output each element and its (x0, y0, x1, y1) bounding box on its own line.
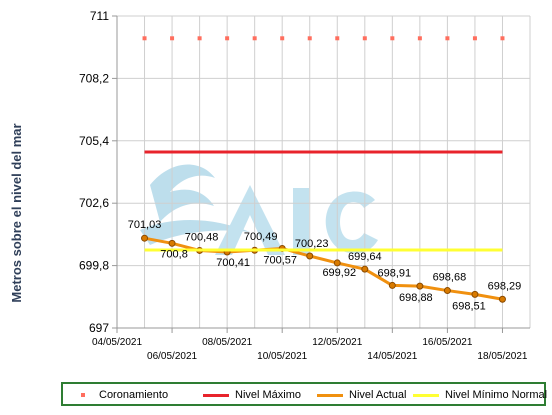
axes: 697 699,8 702,6 705,4 708,2 711 04/05/2021 06/0… (79, 9, 530, 362)
coronamiento-dot (307, 36, 312, 41)
nivel-actual-point (416, 282, 424, 290)
nivel-actual-data-label: 700,48 (185, 231, 219, 243)
coronamiento-dot (417, 36, 422, 41)
y-tick-label: 705,4 (79, 134, 109, 148)
nivel-actual-data-label: 700,41 (216, 257, 250, 269)
nivel-actual-point (168, 239, 176, 247)
y-tick-label: 711 (90, 9, 109, 23)
legend-item-nivel-minimo: Nivel Mínimo Normal (413, 388, 547, 402)
nivel-actual-point (443, 287, 451, 295)
coronamiento-dot (362, 36, 367, 41)
chart-canvas: 697 699,8 702,6 705,4 708,2 711 04/05/2021 06/0… (79, 9, 531, 362)
nivel-actual-data-label: 700,49 (244, 231, 278, 243)
nivel-actual-data-label: 698,88 (399, 292, 433, 304)
x-tick-label: 14/05/2021 (367, 351, 417, 362)
x-tick-label: 16/05/2021 (422, 337, 472, 348)
coronamiento-dot (280, 36, 285, 41)
y-axis-title: Metros sobre el nivel del mar (9, 123, 24, 302)
y-tick-label: 697 (89, 321, 109, 335)
nivel-actual-point (306, 252, 314, 260)
y-tick-label: 708,2 (79, 71, 109, 85)
legend-swatch-dotted-icon (81, 393, 85, 397)
nivel-actual-data-label: 698,68 (433, 272, 467, 284)
coronamiento-dot (445, 36, 450, 41)
coronamiento-dot (500, 36, 505, 41)
nivel-actual-data-label: 701,03 (128, 219, 162, 231)
coronamiento-dot (170, 36, 175, 41)
coronamiento-dot (335, 36, 340, 41)
legend-label-coronamiento: Coronamiento (99, 389, 169, 401)
legend-label-nivel-maximo: Nivel Máximo (235, 389, 302, 401)
x-tick-label: 10/05/2021 (257, 351, 307, 362)
x-tick-label: 04/05/2021 (92, 337, 142, 348)
nivel-actual-data-label: 699,92 (322, 267, 356, 279)
coronamiento-dot (390, 36, 395, 41)
nivel-actual-point (361, 265, 369, 273)
coronamiento-dot (252, 36, 257, 41)
series-layer (141, 36, 506, 303)
nivel-actual-data-label: 698,51 (452, 300, 486, 312)
legend-label-nivel-minimo: Nivel Mínimo Normal (445, 389, 548, 401)
legend-swatch-red-line-icon (203, 393, 229, 397)
x-tick-label: 06/05/2021 (147, 351, 197, 362)
x-tick-label: 08/05/2021 (202, 337, 252, 348)
coronamiento-dot (142, 36, 147, 41)
nivel-actual-data-label: 700,8 (160, 248, 188, 260)
nivel-actual-point (388, 281, 396, 289)
coronamiento-dot (225, 36, 230, 41)
nivel-actual-data-label: 698,91 (378, 267, 412, 279)
x-tick-label: 18/05/2021 (477, 351, 527, 362)
coronamiento-dot (197, 36, 202, 41)
x-tick-label: 12/05/2021 (312, 337, 362, 348)
y-tick-label: 702,6 (79, 196, 109, 210)
nivel-actual-point (333, 259, 341, 267)
y-tick-label: 699,8 (79, 259, 109, 273)
data-labels: 701,03 700,8 700,48 700,41 700,49 700,57 700,2… (128, 219, 522, 312)
legend-label-nivel-actual: Nivel Actual (349, 389, 407, 401)
legend-swatch-orange-line-icon (317, 393, 343, 397)
nivel-actual-point (471, 290, 479, 298)
nivel-actual-point (141, 234, 149, 242)
y-axis-title-container: Metros sobre el nivel del mar (0, 0, 40, 410)
nivel-actual-data-label: 700,57 (263, 254, 297, 266)
nivel-actual-point (498, 295, 506, 303)
legend-item-nivel-actual: Nivel Actual (317, 388, 406, 402)
nivel-actual-data-label: 700,23 (295, 238, 329, 250)
legend-item-coronamiento: Coronamiento (77, 388, 168, 402)
legend-item-nivel-maximo: Nivel Máximo (203, 388, 301, 402)
coronamiento-dot (472, 36, 477, 41)
legend: Coronamiento Nivel Máximo Nivel Actual N… (61, 382, 547, 406)
legend-swatch-yellow-line-icon (413, 393, 439, 397)
nivel-actual-data-label: 698,29 (488, 280, 522, 292)
nivel-actual-data-label: 699,64 (348, 251, 382, 263)
